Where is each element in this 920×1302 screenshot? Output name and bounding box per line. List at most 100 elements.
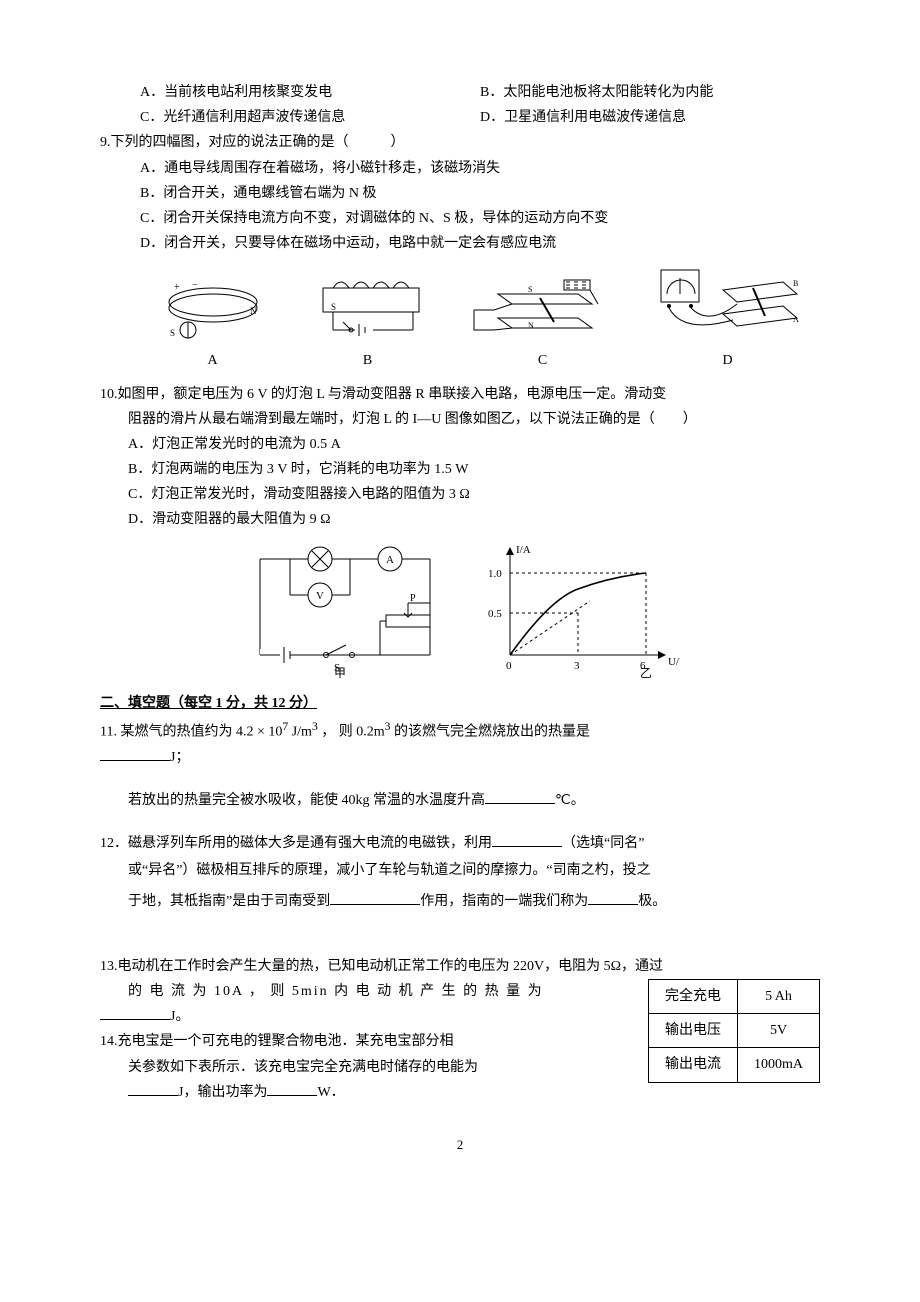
- q11-line3: 若放出的热量完全被水吸收，能使 40kg 常温的水温度升高 ℃。: [100, 788, 820, 813]
- q8-options-row1: A．当前核电站利用核聚变发电 B．太阳能电池板将太阳能转化为内能: [100, 80, 820, 105]
- q9-diagram-C: S N C: [468, 274, 618, 373]
- q8-option-D: D．卫星通信利用电磁波传递信息: [480, 105, 820, 130]
- q9-diagram-A: + − S N A: [158, 274, 268, 373]
- xaxis-label: U/V: [668, 656, 680, 668]
- q10-option-D: D．滑动变阻器的最大阻值为 9 Ω: [128, 507, 820, 532]
- q12-p3a: 于地，其柢指南”是由于司南受到: [128, 894, 330, 909]
- q13-p3: J。: [170, 1009, 189, 1024]
- cell: 输出电压: [649, 1014, 738, 1048]
- q9-diagram-D: B A D: [653, 264, 803, 373]
- svg-text:S: S: [331, 302, 336, 312]
- q10-fig-jia: 甲: [334, 666, 346, 679]
- q9-label-D: D: [653, 348, 803, 373]
- q14-blank2[interactable]: [267, 1081, 317, 1096]
- q12-blank3[interactable]: [588, 890, 638, 905]
- q11-line1: 11. 某燃气的热值约为 4.2 × 107 J/m3 ， 则 0.2m3 的该…: [100, 716, 820, 745]
- q13-blank1[interactable]: [100, 1005, 170, 1020]
- q10-stem1: 10.如图甲，额定电压为 6 V 的灯泡 L 与滑动变阻器 R 串联接入电路，电…: [100, 382, 820, 407]
- q8-options-row2: C．光纤通信利用超声波传递信息 D．卫星通信利用电磁波传递信息: [100, 105, 820, 130]
- q13-q14-row: 的 电 流 为 10A ， 则 5min 内 电 动 机 产 生 的 热 量 为…: [100, 979, 820, 1105]
- q14-line3: J，输出功率为 W．: [100, 1080, 632, 1105]
- q9-option-A: A．通电导线周围存在着磁场，将小磁针移走，该磁场消失: [140, 156, 820, 181]
- cell: 完全充电: [649, 980, 738, 1014]
- q12-p3c: 极。: [638, 894, 666, 909]
- svg-text:A: A: [793, 315, 799, 324]
- q9-label-C: C: [468, 348, 618, 373]
- q10-stem2: 阻器的滑片从最右端滑到最左端时，灯泡 L 的 I—U 图像如图乙，以下说法正确的…: [100, 407, 820, 432]
- q10-option-B: B．灯泡两端的电压为 3 V 时，它消耗的电功率为 1.5 W: [128, 457, 820, 482]
- cell: 5V: [738, 1014, 820, 1048]
- q13-line2: 的 电 流 为 10A ， 则 5min 内 电 动 机 产 生 的 热 量 为: [100, 979, 632, 1004]
- cell: 5 Ah: [738, 980, 820, 1014]
- q9-diagrams: + − S N A S B S N: [100, 264, 820, 373]
- q9-option-C: C．闭合开关保持电流方向不变，对调磁体的 N、S 极，导体的运动方向不变: [140, 206, 820, 231]
- q12-p3b: 作用，指南的一端我们称为: [420, 894, 588, 909]
- q12-p1a: 12．磁悬浮列车所用的磁体大多是通有强大电流的电磁铁，利用: [100, 836, 492, 851]
- q14-line2: 关参数如下表所示．该充电宝完全充满电时储存的电能为: [100, 1055, 632, 1080]
- q9-label-A: A: [158, 348, 268, 373]
- slider-label: P: [410, 593, 416, 604]
- q11-p3b: ℃。: [555, 793, 585, 808]
- q13-q14-text: 的 电 流 为 10A ， 则 5min 内 电 动 机 产 生 的 热 量 为…: [100, 979, 632, 1105]
- q10-graph: I/A U/V 1.0 0.5 0 3 6 乙: [480, 539, 680, 679]
- q10-fig-yi: 乙: [640, 666, 652, 679]
- q8-option-B: B．太阳能电池板将太阳能转化为内能: [480, 80, 820, 105]
- q11-blank1[interactable]: [100, 746, 170, 761]
- q12-line2: 或“异名”）磁极相互排斥的原理，减小了车轮与轨道之间的摩擦力。“司南之杓，投之: [100, 856, 820, 887]
- yaxis-label: I/A: [516, 544, 531, 556]
- q12-p1b: （选填“同名”: [562, 836, 644, 851]
- q10-figures: A V P S 甲: [100, 539, 820, 679]
- ytick-0: 0.5: [488, 608, 502, 620]
- q14-blank1[interactable]: [128, 1081, 178, 1096]
- table-row: 输出电压 5V: [649, 1014, 820, 1048]
- cell: 输出电流: [649, 1048, 738, 1082]
- svg-text:S: S: [170, 328, 175, 338]
- q14-p3a: J，输出功率为: [178, 1085, 267, 1100]
- q11-line2: J；: [100, 745, 820, 770]
- svg-text:B: B: [793, 279, 798, 288]
- svg-text:−: −: [192, 280, 198, 291]
- svg-text:S: S: [528, 285, 532, 294]
- q10-circuit-diagram: A V P S 甲: [240, 539, 450, 679]
- ammeter-label: A: [386, 554, 394, 566]
- q12-blank1[interactable]: [492, 832, 562, 847]
- q10-option-C: C．灯泡正常发光时，滑动变阻器接入电路的阻值为 3 Ω: [128, 482, 820, 507]
- q11-p2a: J；: [170, 750, 189, 765]
- xtick-0: 0: [506, 660, 512, 672]
- xtick-1: 3: [574, 660, 580, 672]
- section2-title: 二、填空题（每空 1 分，共 12 分）: [100, 691, 820, 716]
- q12-blank2[interactable]: [330, 890, 420, 905]
- q11-p1d: 的该燃气完全燃烧放出的热量是: [391, 724, 591, 739]
- q9-label-B: B: [303, 348, 433, 373]
- page-number: 2: [100, 1133, 820, 1156]
- q9-diagram-B: S B: [303, 274, 433, 373]
- svg-text:N: N: [528, 321, 534, 330]
- q9-option-D: D．闭合开关，只要导体在磁场中运动，电路中就一定会有感应电流: [140, 231, 820, 256]
- voltmeter-label: V: [316, 590, 324, 602]
- q9-option-B: B．闭合开关，通电螺线管右端为 N 极: [140, 181, 820, 206]
- ytick-1: 1.0: [488, 568, 502, 580]
- table-row: 完全充电 5 Ah: [649, 980, 820, 1014]
- q14-line1: 14.充电宝是一个可充电的锂聚合物电池．某充电宝部分相: [100, 1029, 632, 1054]
- q9-options: A．通电导线周围存在着磁场，将小磁针移走，该磁场消失 B．闭合开关，通电螺线管右…: [100, 156, 820, 257]
- q13-line3: J。: [100, 1004, 632, 1029]
- q11-blank2[interactable]: [485, 789, 555, 804]
- q10-options: A．灯泡正常发光时的电流为 0.5 A B．灯泡两端的电压为 3 V 时，它消耗…: [100, 432, 820, 533]
- q14-spec-table: 完全充电 5 Ah 输出电压 5V 输出电流 1000mA: [648, 979, 820, 1083]
- q11-p1a: 11. 某燃气的热值约为 4.2 × 10: [100, 724, 282, 739]
- q14-p3b: W．: [317, 1085, 344, 1100]
- cell: 1000mA: [738, 1048, 820, 1082]
- svg-text:+: +: [174, 282, 180, 293]
- table-row: 输出电流 1000mA: [649, 1048, 820, 1082]
- q13-line1: 13.电动机在工作时会产生大量的热，已知电动机正常工作的电压为 220V，电阻为…: [100, 954, 820, 979]
- q12-line1: 12．磁悬浮列车所用的磁体大多是通有强大电流的电磁铁，利用 （选填“同名”: [100, 831, 820, 856]
- q11-p1b: J/m: [288, 724, 312, 739]
- q8-option-C: C．光纤通信利用超声波传递信息: [140, 105, 480, 130]
- q8-option-A: A．当前核电站利用核聚变发电: [140, 80, 480, 105]
- svg-text:N: N: [250, 306, 257, 316]
- q9-stem: 9.下列的四幅图，对应的说法正确的是（ ）: [100, 130, 820, 155]
- q11-p1c: ， 则 0.2m: [318, 724, 385, 739]
- q10-option-A: A．灯泡正常发光时的电流为 0.5 A: [128, 432, 820, 457]
- q12-line3: 于地，其柢指南”是由于司南受到 作用，指南的一端我们称为 极。: [100, 887, 820, 918]
- q11-p3a: 若放出的热量完全被水吸收，能使 40kg 常温的水温度升高: [128, 793, 485, 808]
